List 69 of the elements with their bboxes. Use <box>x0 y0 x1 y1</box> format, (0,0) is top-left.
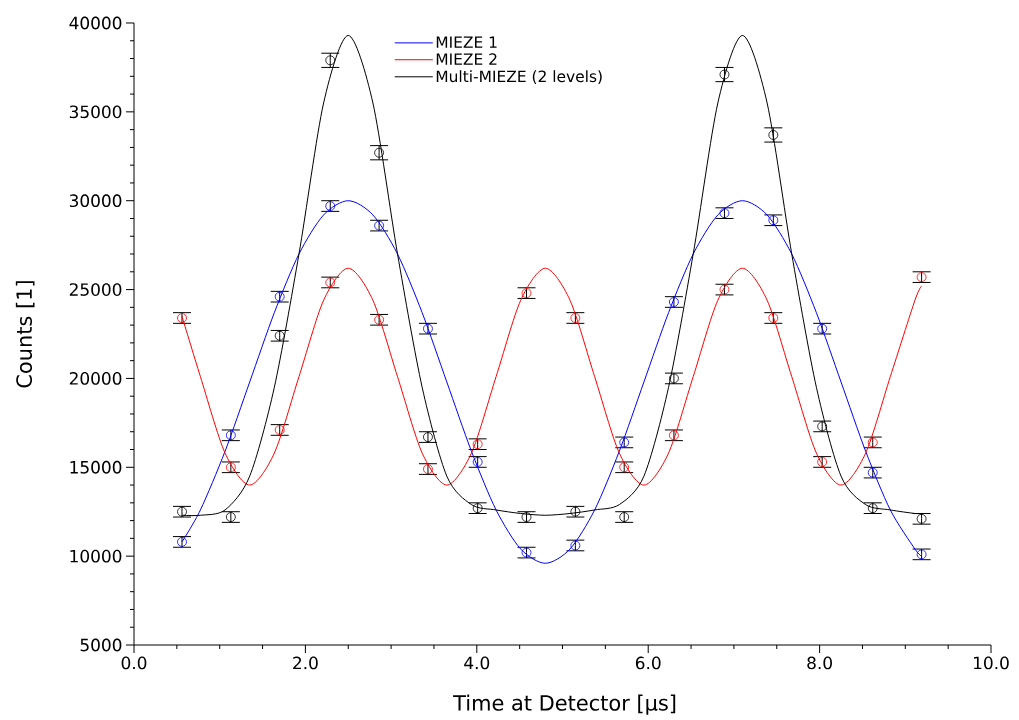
y-tick-label: 25000 <box>69 283 122 296</box>
point <box>423 432 433 442</box>
y-tick-label: 30000 <box>69 194 122 208</box>
x-tick-label: 2.0 <box>293 656 318 670</box>
point <box>374 147 385 158</box>
point <box>521 512 532 522</box>
point <box>719 208 730 219</box>
point <box>274 291 285 302</box>
point <box>619 512 630 522</box>
y-axis-title: Counts [1] <box>15 281 35 388</box>
x-tick-label: 10.0 <box>974 656 1009 670</box>
point <box>719 284 730 295</box>
point <box>916 513 927 524</box>
legend-label: MIEZE 1 <box>436 36 497 48</box>
point <box>177 537 187 547</box>
point <box>521 288 532 299</box>
y-tick-label: 5000 <box>80 638 122 652</box>
point <box>225 430 236 441</box>
point <box>521 547 532 558</box>
point <box>619 437 630 448</box>
point <box>817 421 828 432</box>
point <box>472 457 483 467</box>
point <box>325 201 336 211</box>
point <box>472 439 483 450</box>
x-tick-label: 6.0 <box>635 656 661 670</box>
x-axis-title: Time at Detector [µs] <box>453 694 676 715</box>
point <box>768 130 779 140</box>
point <box>374 220 385 231</box>
y-tick-label: 15000 <box>70 460 122 474</box>
point <box>817 323 828 334</box>
point <box>867 467 878 478</box>
point <box>423 323 433 334</box>
point <box>225 512 236 522</box>
point <box>177 313 187 323</box>
point <box>768 313 779 323</box>
point <box>817 457 828 467</box>
point <box>423 464 433 474</box>
line-series <box>181 200 923 564</box>
point <box>916 272 927 283</box>
point <box>570 506 581 517</box>
line-series <box>181 267 923 486</box>
point <box>669 430 679 441</box>
point <box>916 549 927 560</box>
y-tick-label: 35000 <box>69 105 122 119</box>
legend-label: Multi-MIEZE (2 levels) <box>436 70 602 84</box>
point <box>325 55 336 66</box>
point <box>867 503 878 514</box>
point <box>274 330 285 341</box>
y-tick-label: 10000 <box>70 549 122 563</box>
point <box>225 462 236 473</box>
y-tick-label: 20000 <box>69 372 122 385</box>
point <box>570 540 581 551</box>
point <box>669 297 679 307</box>
point <box>719 69 730 80</box>
point <box>274 425 285 435</box>
point <box>867 437 878 448</box>
point <box>177 506 187 517</box>
x-tick-label: 0.0 <box>121 656 147 670</box>
y-tick-label: 40000 <box>69 16 122 30</box>
point <box>325 277 336 288</box>
point <box>768 215 779 226</box>
point <box>669 373 679 384</box>
legend-label: MIEZE 2 <box>436 53 497 65</box>
point <box>619 462 630 473</box>
x-tick-label: 8.0 <box>807 656 832 670</box>
x-tick-label: 4.0 <box>464 656 490 670</box>
point <box>570 313 581 323</box>
point <box>374 314 385 325</box>
point <box>472 503 483 514</box>
